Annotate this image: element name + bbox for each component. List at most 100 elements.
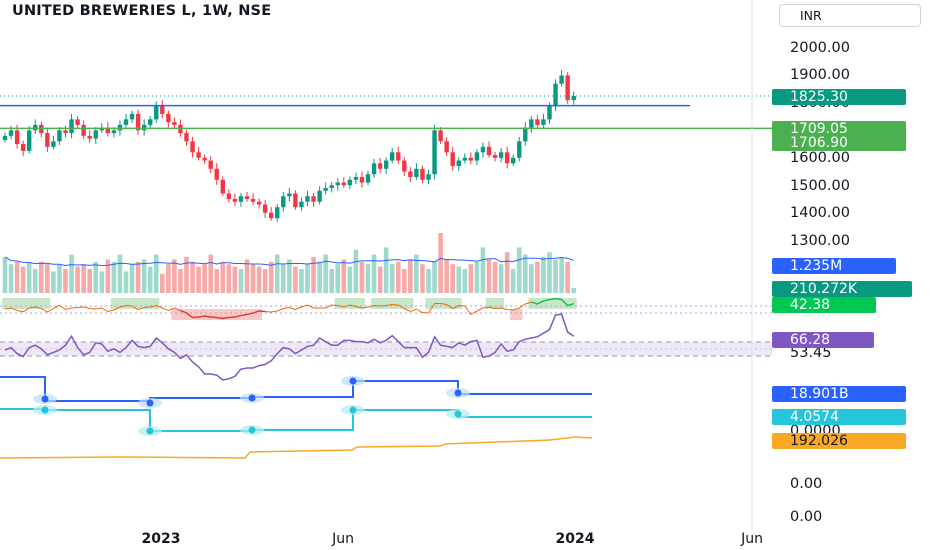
- candle-body: [154, 105, 159, 120]
- volume-bar: [311, 257, 316, 293]
- volume-bar: [117, 254, 123, 293]
- candle-body: [238, 196, 244, 202]
- oscillator-line: [4, 297, 574, 320]
- volume-bar: [559, 257, 564, 293]
- candle-body: [365, 174, 371, 183]
- price-label-1400: 1400.00: [790, 205, 850, 221]
- volume-bar: [184, 257, 189, 293]
- blue-step-marker: [146, 399, 154, 407]
- oscillator-zone: [528, 298, 577, 309]
- candle-body: [541, 119, 546, 125]
- candle-body: [492, 155, 498, 158]
- candle-body: [293, 193, 298, 208]
- volume-bar: [39, 261, 44, 293]
- candle-body: [226, 193, 232, 199]
- candle-body: [402, 160, 407, 172]
- cyan-step-tag[interactable]: 4.0574: [772, 409, 906, 425]
- blue-step-marker: [248, 394, 256, 402]
- volume-bar: [341, 259, 347, 293]
- candle-body: [232, 198, 238, 202]
- volume-bar: [371, 254, 377, 293]
- volume-bar: [498, 264, 504, 293]
- candle-body: [20, 144, 26, 151]
- rsi-axis-label: 53.45: [790, 345, 832, 361]
- volume-bar: [529, 264, 534, 293]
- volume-bar: [99, 271, 105, 293]
- candle-body: [75, 119, 80, 125]
- candle-body: [414, 168, 419, 178]
- oscillator-zone: [371, 298, 414, 309]
- volume-bar: [395, 261, 401, 293]
- horizontal-lines[interactable]: [0, 95, 772, 130]
- volume-bar: [274, 254, 280, 293]
- volume-bar: [377, 266, 383, 293]
- candle-body: [8, 130, 14, 136]
- candle-body: [287, 193, 292, 197]
- volume-bar: [565, 261, 570, 293]
- candle-body: [323, 187, 328, 191]
- volume-bar: [438, 233, 443, 293]
- volume-bar: [244, 259, 250, 293]
- candle-body: [432, 130, 437, 175]
- volume-tag[interactable]: 210.272K: [772, 281, 912, 297]
- candle-body: [208, 160, 213, 169]
- blue-step-tag[interactable]: 18.901B: [772, 386, 906, 402]
- oscillator-zone: [2, 298, 51, 309]
- volume-bar: [262, 269, 268, 293]
- candle-body: [135, 113, 141, 131]
- volume-bar: [57, 264, 62, 293]
- blue-step-marker: [454, 389, 462, 397]
- volume-bar: [383, 247, 389, 293]
- green-line-tag-2[interactable]: 1706.90: [772, 135, 906, 151]
- volume-bar: [353, 249, 359, 293]
- oscillator-line-positive: [531, 297, 574, 307]
- rsi-pane: [0, 313, 772, 381]
- candle-body: [111, 130, 117, 134]
- oscillator-zone: [171, 309, 263, 320]
- volume-bar: [492, 261, 498, 293]
- volume-bar: [232, 266, 238, 293]
- green-line-tag-1[interactable]: 1709.05: [772, 121, 906, 137]
- volume-bar: [160, 273, 165, 293]
- candle-body: [63, 130, 68, 134]
- main-price-pane: [2, 69, 576, 222]
- orange-line-tag[interactable]: 192.026: [772, 433, 906, 449]
- volume-bar: [510, 269, 516, 293]
- volume-bar: [105, 259, 111, 293]
- last-price-tag[interactable]: 1825.30: [772, 89, 906, 105]
- candle-body: [565, 75, 570, 101]
- candle-body: [244, 196, 250, 199]
- currency-selector[interactable]: INR: [779, 4, 921, 27]
- candle-body: [281, 196, 286, 208]
- volume-bar: [516, 247, 522, 293]
- volume-bar: [480, 247, 486, 293]
- volume-bar: [402, 269, 407, 293]
- candle-body: [390, 152, 395, 161]
- cyan-step-marker: [41, 406, 49, 414]
- price-label-1900: 1900.00: [790, 67, 850, 83]
- candle-body: [450, 152, 455, 167]
- candle-body: [311, 196, 316, 202]
- volume-bar: [268, 261, 274, 293]
- candle-body: [329, 185, 334, 188]
- candle-body: [517, 141, 522, 158]
- volume-bar: [468, 264, 474, 293]
- price-label-2000: 2000.00: [790, 40, 850, 56]
- candle-body: [160, 105, 165, 114]
- volume-bar: [523, 254, 528, 293]
- volume-bar: [317, 261, 322, 293]
- volume-bar: [190, 261, 195, 293]
- volume-bar: [420, 264, 425, 293]
- candle-body: [371, 163, 377, 175]
- rsi-tag[interactable]: 66.28: [772, 332, 874, 348]
- oscillator-tag[interactable]: 42.38: [772, 297, 876, 313]
- volume-bar: [75, 266, 80, 293]
- candle-body: [535, 119, 540, 125]
- chart-title: UNITED BREWERIES L, 1W, NSE: [12, 3, 272, 19]
- candle-body: [420, 168, 425, 180]
- volume-ma-tag[interactable]: 1.235M: [772, 258, 896, 274]
- candle-body: [2, 135, 8, 140]
- cyan-step-marker: [349, 406, 357, 414]
- step-axis-label-1: 0.00: [790, 476, 823, 492]
